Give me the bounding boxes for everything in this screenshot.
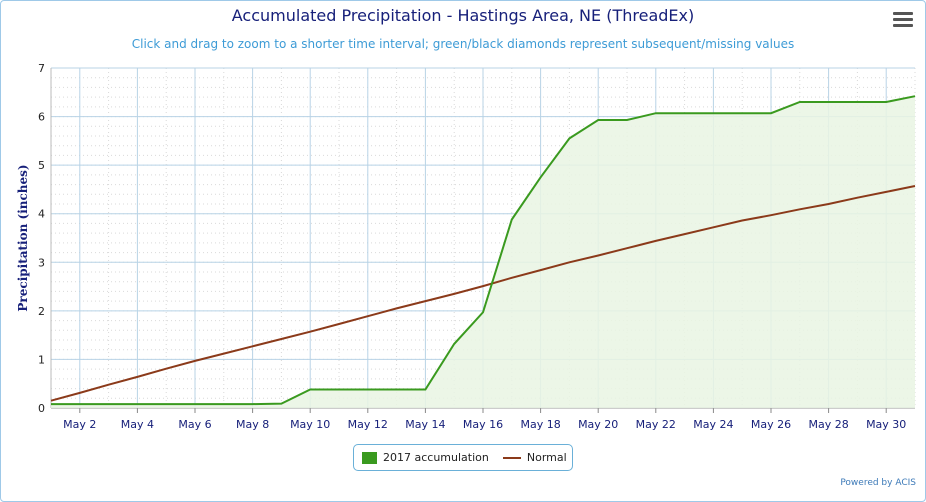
- x-tick-label: May 24: [693, 418, 733, 431]
- chart-legend: 2017 accumulation Normal: [353, 444, 573, 471]
- powered-by-acis-link[interactable]: Powered by ACIS: [840, 478, 916, 488]
- accumulation-series-line: [51, 95, 916, 406]
- x-tick-label: May 20: [578, 418, 618, 431]
- x-tick-label: May 16: [463, 418, 503, 431]
- y-tick-label: 4: [38, 208, 45, 221]
- y-tick-label: 0: [38, 402, 45, 415]
- y-axis-title: Precipitation (inches): [16, 164, 30, 311]
- x-tick-label: May 30: [866, 418, 906, 431]
- y-tick-label: 5: [38, 159, 45, 172]
- x-tick-label: May 26: [751, 418, 791, 431]
- x-tick-label: May 28: [808, 418, 848, 431]
- legend-swatch-normal: [502, 456, 521, 459]
- x-tick-label: May 2: [63, 418, 96, 431]
- chart-title: Accumulated Precipitation - Hastings Are…: [231, 6, 695, 25]
- legend-item-normal[interactable]: Normal: [502, 451, 567, 464]
- x-tick-label: May 6: [178, 418, 211, 431]
- x-tick-label: May 4: [121, 418, 154, 431]
- x-tick-label: May 14: [405, 418, 445, 431]
- legend-label-accumulation: 2017 accumulation: [383, 451, 489, 464]
- x-tick-label: May 12: [348, 418, 388, 431]
- y-tick-label: 1: [38, 353, 45, 366]
- legend-swatch-accumulation: [362, 451, 377, 464]
- y-tick-label: 7: [38, 62, 45, 75]
- legend-label-normal: Normal: [526, 451, 567, 464]
- accumulation-area-fill: [51, 96, 915, 408]
- chart-subtitle: Click and drag to zoom to a shorter time…: [131, 37, 795, 51]
- x-tick-label: May 10: [290, 418, 330, 431]
- normal-series-line: [50, 185, 916, 402]
- x-tick-label: May 22: [636, 418, 676, 431]
- y-tick-label: 3: [38, 256, 45, 269]
- x-tick-label: May 8: [236, 418, 269, 431]
- y-tick-label: 6: [38, 111, 45, 124]
- legend-item-accumulation[interactable]: 2017 accumulation: [362, 451, 489, 464]
- hamburger-menu-icon[interactable]: [893, 12, 913, 30]
- y-tick-label: 2: [38, 305, 45, 318]
- x-tick-label: May 18: [520, 418, 560, 431]
